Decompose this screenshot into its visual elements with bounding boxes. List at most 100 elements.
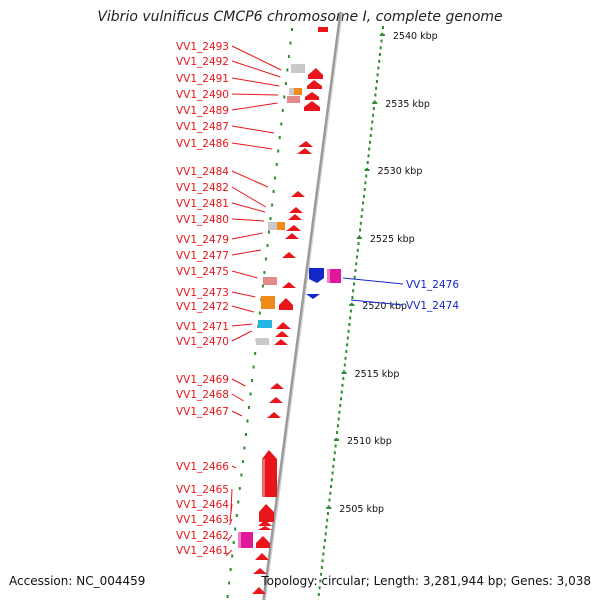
gene-arrow[interactable]: [304, 101, 320, 111]
gene-label[interactable]: VV1_2470: [176, 336, 229, 348]
gene-box[interactable]: [277, 222, 285, 230]
label-connector: [231, 218, 265, 222]
label-connector: [350, 299, 404, 306]
scale-tick: [378, 53, 381, 56]
gene-label[interactable]: VV1_2474: [406, 300, 459, 312]
gene-arrow[interactable]: [279, 298, 293, 310]
gene-label[interactable]: VV1_2490: [176, 89, 229, 101]
gene-label[interactable]: VV1_2473: [176, 287, 229, 299]
scale-label: 2515 kbp: [355, 369, 400, 380]
gene-label[interactable]: VV1_2467: [176, 406, 229, 418]
gene-arrow[interactable]: [267, 412, 281, 418]
gene-arrow[interactable]: [276, 322, 291, 329]
position-scale: 2540 kbp 2535 kbp 2530 kbp 2525 kbp 2520 kbp…: [326, 31, 438, 515]
gene-arrow[interactable]: [285, 233, 299, 239]
gene-label[interactable]: VV1_2479: [176, 234, 229, 246]
gene-arrow[interactable]: [318, 27, 328, 32]
gene-box[interactable]: [261, 296, 275, 309]
gene-label[interactable]: VV1_2480: [176, 214, 229, 226]
gene-arrow[interactable]: [274, 339, 288, 345]
gene-arrow[interactable]: [275, 331, 289, 337]
reverse-gene-arrow[interactable]: [306, 294, 320, 299]
gene-arrow[interactable]: [269, 397, 283, 403]
gene-label[interactable]: VV1_2481: [176, 198, 229, 210]
scale-tick: [377, 66, 380, 70]
inner-tick: [241, 460, 244, 463]
gene-arrow[interactable]: [256, 536, 270, 548]
scale-tick: [366, 161, 369, 164]
scale-tick: [370, 127, 373, 131]
gene-label[interactable]: VV1_2465: [176, 484, 229, 496]
gene-label[interactable]: VV1_2469: [176, 374, 229, 386]
gene-arrow[interactable]: [258, 526, 272, 530]
gene-label[interactable]: VV1_2468: [176, 389, 229, 401]
gene-arrow[interactable]: [253, 568, 267, 574]
gene-label[interactable]: VV1_2466: [176, 461, 229, 473]
inner-tick: [277, 149, 280, 153]
gene-label[interactable]: VV1_2471: [176, 321, 229, 333]
reverse-gene-arrow[interactable]: [309, 268, 324, 283]
gene-label[interactable]: VV1_2464: [176, 499, 229, 511]
gene-arrow[interactable]: [255, 553, 269, 560]
gene-label[interactable]: VV1_2489: [176, 105, 229, 117]
gene-arrow[interactable]: [289, 207, 303, 213]
gene-box[interactable]: [238, 532, 253, 548]
gene-arrow[interactable]: [282, 282, 296, 288]
gene-label[interactable]: VV1_2463: [176, 514, 229, 526]
gene-label[interactable]: VV1_2472: [176, 301, 229, 313]
gene-arrow[interactable]: [282, 252, 296, 258]
gene-box[interactable]: [289, 88, 297, 95]
gene-label[interactable]: VV1_2461: [176, 545, 229, 557]
inner-tick: [291, 28, 293, 31]
scale-tick: [339, 404, 342, 407]
gene-arrow[interactable]: [270, 383, 284, 389]
gene-label[interactable]: VV1_2493: [176, 41, 229, 53]
gene-arrow[interactable]: [286, 225, 301, 231]
gene-box[interactable]: [327, 269, 341, 283]
label-connector: [231, 465, 237, 469]
gene-box[interactable]: [291, 64, 305, 73]
gene-arrow[interactable]: [298, 141, 313, 147]
gene-arrow[interactable]: [307, 80, 322, 89]
gene-box[interactable]: [294, 88, 302, 95]
gene-arrow[interactable]: [259, 504, 274, 522]
gene-arrow[interactable]: [262, 450, 277, 497]
major-tick: [364, 169, 370, 171]
gene-box[interactable]: [258, 320, 272, 328]
gene-arrow[interactable]: [288, 214, 302, 220]
scale-label: 2530 kbp: [378, 166, 423, 177]
gene-arrow[interactable]: [258, 520, 272, 526]
gene-label[interactable]: VV1_2477: [176, 250, 229, 262]
gene-label[interactable]: VV1_2475: [176, 266, 229, 278]
gene-box[interactable]: [256, 338, 269, 345]
label-connector: [231, 378, 246, 387]
scale-tick: [382, 26, 384, 29]
inner-tick: [228, 581, 231, 585]
gene-arrow[interactable]: [297, 148, 312, 154]
gene-label[interactable]: VV1_2491: [176, 73, 229, 85]
gene-box[interactable]: [287, 96, 300, 103]
label-connector: [231, 291, 256, 298]
gene-label[interactable]: VV1_2476: [406, 279, 459, 291]
gene-label[interactable]: VV1_2484: [176, 166, 229, 178]
gene-box[interactable]: [263, 277, 277, 285]
label-connector: [231, 142, 273, 150]
label-connector: [231, 202, 266, 213]
gene-arrow[interactable]: [291, 191, 305, 197]
topology-text: Topology: circular; Length: 3,281,944 bp…: [261, 574, 591, 588]
gene-label[interactable]: VV1_2486: [176, 138, 229, 150]
gene-arrow[interactable]: [305, 92, 319, 100]
gene-label[interactable]: VV1_2462: [176, 530, 229, 542]
gene-box[interactable]: [268, 222, 278, 230]
gene-label[interactable]: VV1_2482: [176, 182, 229, 194]
label-connector: [231, 305, 254, 313]
inner-tick: [284, 82, 287, 85]
gene-label[interactable]: VV1_2492: [176, 56, 229, 68]
scale-tick: [321, 559, 324, 563]
inner-tick: [269, 217, 272, 220]
gene-arrow[interactable]: [252, 587, 266, 594]
gene-label[interactable]: VV1_2487: [176, 121, 229, 133]
gene-arrow[interactable]: [308, 68, 323, 79]
major-tick: [379, 34, 385, 36]
